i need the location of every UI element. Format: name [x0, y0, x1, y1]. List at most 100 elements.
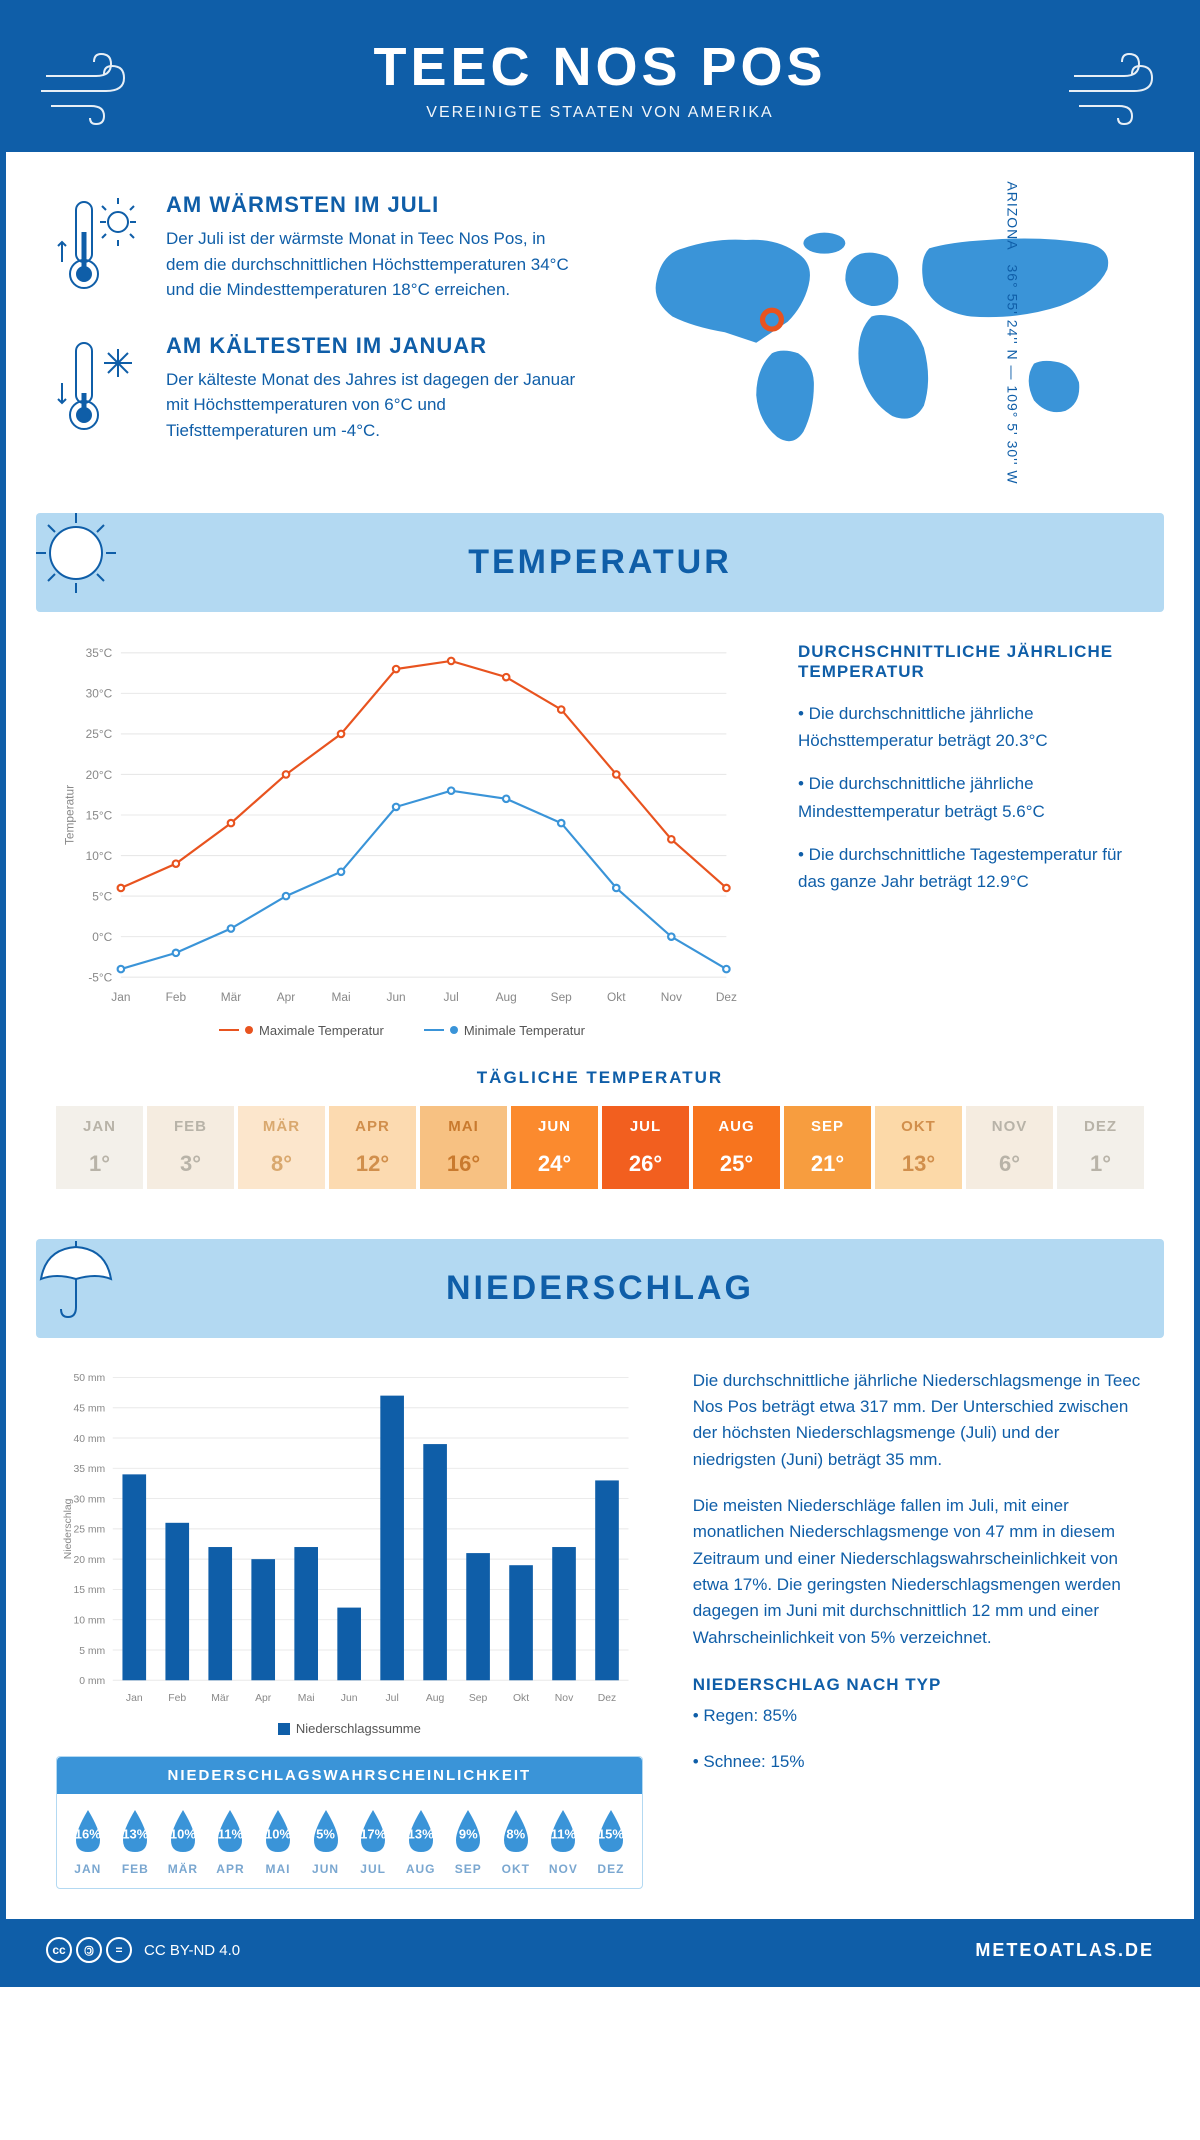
infographic-container: TEEC NOS POS VEREINIGTE STAATEN VON AMER…: [0, 0, 1200, 1987]
svg-text:Nov: Nov: [661, 990, 682, 1004]
svg-text:5°C: 5°C: [92, 889, 112, 903]
daily-temp-cell: JUL26°: [602, 1106, 689, 1189]
svg-text:35°C: 35°C: [86, 646, 113, 660]
umbrella-icon: [26, 1229, 126, 1329]
coldest-text: Der kälteste Monat des Jahres ist dagege…: [166, 367, 580, 444]
section-header-precipitation: NIEDERSCHLAG: [36, 1239, 1164, 1338]
svg-text:Mai: Mai: [331, 990, 350, 1004]
probability-drop: 5% JUN: [303, 1806, 349, 1876]
svg-text:Nov: Nov: [555, 1693, 574, 1704]
probability-drop: 13% AUG: [398, 1806, 444, 1876]
coordinates: ARIZONA 36° 55' 24'' N — 109° 5' 30'' W: [1004, 181, 1020, 484]
thermometer-hot-icon: [56, 192, 146, 302]
svg-text:Sep: Sep: [551, 990, 573, 1004]
thermometer-cold-icon: [56, 333, 146, 443]
avg-temp-bullet: • Die durchschnittliche jährliche Höchst…: [798, 700, 1144, 754]
probability-drop: 9% SEP: [445, 1806, 491, 1876]
sun-icon: [26, 503, 126, 603]
precipitation-legend: Niederschlagssumme: [56, 1721, 643, 1736]
probability-drop: 11% APR: [208, 1806, 254, 1876]
daily-temp-cell: FEB3°: [147, 1106, 234, 1189]
svg-text:Aug: Aug: [496, 990, 517, 1004]
svg-text:Niederschlag: Niederschlag: [63, 1498, 74, 1559]
svg-text:-5°C: -5°C: [88, 971, 112, 985]
svg-text:25 mm: 25 mm: [73, 1524, 105, 1535]
svg-text:Jan: Jan: [126, 1693, 143, 1704]
warmest-block: AM WÄRMSTEN IM JULI Der Juli ist der wär…: [56, 192, 580, 303]
svg-text:0 mm: 0 mm: [79, 1676, 105, 1687]
svg-text:Mär: Mär: [211, 1693, 229, 1704]
probability-drop: 13% FEB: [113, 1806, 159, 1876]
svg-text:0°C: 0°C: [92, 930, 112, 944]
precipitation-probability: NIEDERSCHLAGSWAHRSCHEINLICHKEIT 16% JAN …: [56, 1756, 643, 1889]
footer: cc 🄯 = CC BY-ND 4.0 METEOATLAS.DE: [6, 1919, 1194, 1981]
precip-type: • Schnee: 15%: [693, 1749, 1144, 1775]
overview-section: AM WÄRMSTEN IM JULI Der Juli ist der wär…: [6, 152, 1194, 493]
svg-text:Aug: Aug: [426, 1693, 445, 1704]
page-title: TEEC NOS POS: [26, 36, 1174, 98]
probability-drop: 11% NOV: [541, 1806, 587, 1876]
coldest-title: AM KÄLTESTEN IM JANUAR: [166, 333, 580, 359]
temperature-line-chart: -5°C0°C5°C10°C15°C20°C25°C30°C35°CJanFeb…: [56, 642, 748, 1010]
daily-temp-title: TÄGLICHE TEMPERATUR: [56, 1068, 1144, 1088]
svg-text:10°C: 10°C: [86, 849, 113, 863]
daily-temp-cell: OKT13°: [875, 1106, 962, 1189]
probability-drop: 8% OKT: [493, 1806, 539, 1876]
svg-text:Feb: Feb: [166, 990, 187, 1004]
probability-drop: 16% JAN: [65, 1806, 111, 1876]
svg-text:10 mm: 10 mm: [73, 1615, 105, 1626]
cc-icons: cc 🄯 =: [46, 1937, 132, 1963]
svg-text:Okt: Okt: [513, 1693, 529, 1704]
svg-text:15°C: 15°C: [86, 808, 113, 822]
daily-temp-grid: JAN1° FEB3° MÄR8° APR12° MAI16° JUN24° J…: [56, 1106, 1144, 1189]
daily-temp-cell: JUN24°: [511, 1106, 598, 1189]
page-subtitle: VEREINIGTE STAATEN VON AMERIKA: [26, 104, 1174, 122]
svg-text:Feb: Feb: [168, 1693, 186, 1704]
avg-temp-bullet: • Die durchschnittliche jährliche Mindes…: [798, 770, 1144, 824]
svg-text:15 mm: 15 mm: [73, 1585, 105, 1596]
svg-text:35 mm: 35 mm: [73, 1464, 105, 1475]
site-name: METEOATLAS.DE: [975, 1940, 1154, 1961]
precip-paragraph: Die meisten Niederschläge fallen im Juli…: [693, 1493, 1144, 1651]
svg-text:Okt: Okt: [607, 990, 626, 1004]
svg-text:Jun: Jun: [341, 1693, 358, 1704]
daily-temp-cell: JAN1°: [56, 1106, 143, 1189]
svg-text:45 mm: 45 mm: [73, 1403, 105, 1414]
daily-temp-cell: APR12°: [329, 1106, 416, 1189]
coldest-block: AM KÄLTESTEN IM JANUAR Der kälteste Mona…: [56, 333, 580, 444]
daily-temp-cell: AUG25°: [693, 1106, 780, 1189]
probability-drop: 17% JUL: [350, 1806, 396, 1876]
daily-temp-cell: MAI16°: [420, 1106, 507, 1189]
avg-temp-title: DURCHSCHNITTLICHE JÄHRLICHE TEMPERATUR: [798, 642, 1144, 682]
svg-text:Dez: Dez: [598, 1693, 616, 1704]
svg-text:30°C: 30°C: [86, 687, 113, 701]
header: TEEC NOS POS VEREINIGTE STAATEN VON AMER…: [6, 6, 1194, 152]
precip-type-title: NIEDERSCHLAG NACH TYP: [693, 1675, 1144, 1695]
daily-temp-cell: NOV6°: [966, 1106, 1053, 1189]
temperature-content: -5°C0°C5°C10°C15°C20°C25°C30°C35°CJanFeb…: [6, 642, 1194, 1038]
svg-text:Apr: Apr: [277, 990, 296, 1004]
warmest-text: Der Juli ist der wärmste Monat in Teec N…: [166, 226, 580, 303]
avg-temp-bullet: • Die durchschnittliche Tagestemperatur …: [798, 841, 1144, 895]
svg-text:40 mm: 40 mm: [73, 1433, 105, 1444]
temperature-legend: Maximale Temperatur Minimale Temperatur: [56, 1023, 748, 1038]
daily-temp-cell: MÄR8°: [238, 1106, 325, 1189]
section-header-temperature: TEMPERATUR: [36, 513, 1164, 612]
svg-text:Jun: Jun: [387, 990, 406, 1004]
svg-text:Jul: Jul: [444, 990, 459, 1004]
precipitation-content: 0 mm5 mm10 mm15 mm20 mm25 mm30 mm35 mm40…: [6, 1368, 1194, 1920]
svg-text:30 mm: 30 mm: [73, 1494, 105, 1505]
precipitation-bar-chart: 0 mm5 mm10 mm15 mm20 mm25 mm30 mm35 mm40…: [56, 1368, 643, 1709]
license-text: CC BY-ND 4.0: [144, 1942, 240, 1959]
world-map: ARIZONA 36° 55' 24'' N — 109° 5' 30'' W: [620, 192, 1144, 473]
svg-text:20°C: 20°C: [86, 768, 113, 782]
svg-text:Jul: Jul: [385, 1693, 398, 1704]
svg-text:Apr: Apr: [255, 1693, 272, 1704]
prob-title: NIEDERSCHLAGSWAHRSCHEINLICHKEIT: [57, 1757, 642, 1794]
svg-text:Sep: Sep: [469, 1693, 488, 1704]
daily-temp-cell: DEZ1°: [1057, 1106, 1144, 1189]
daily-temp-cell: SEP21°: [784, 1106, 871, 1189]
probability-drop: 15% DEZ: [588, 1806, 634, 1876]
probability-drop: 10% MAI: [255, 1806, 301, 1876]
svg-text:Jan: Jan: [111, 990, 130, 1004]
